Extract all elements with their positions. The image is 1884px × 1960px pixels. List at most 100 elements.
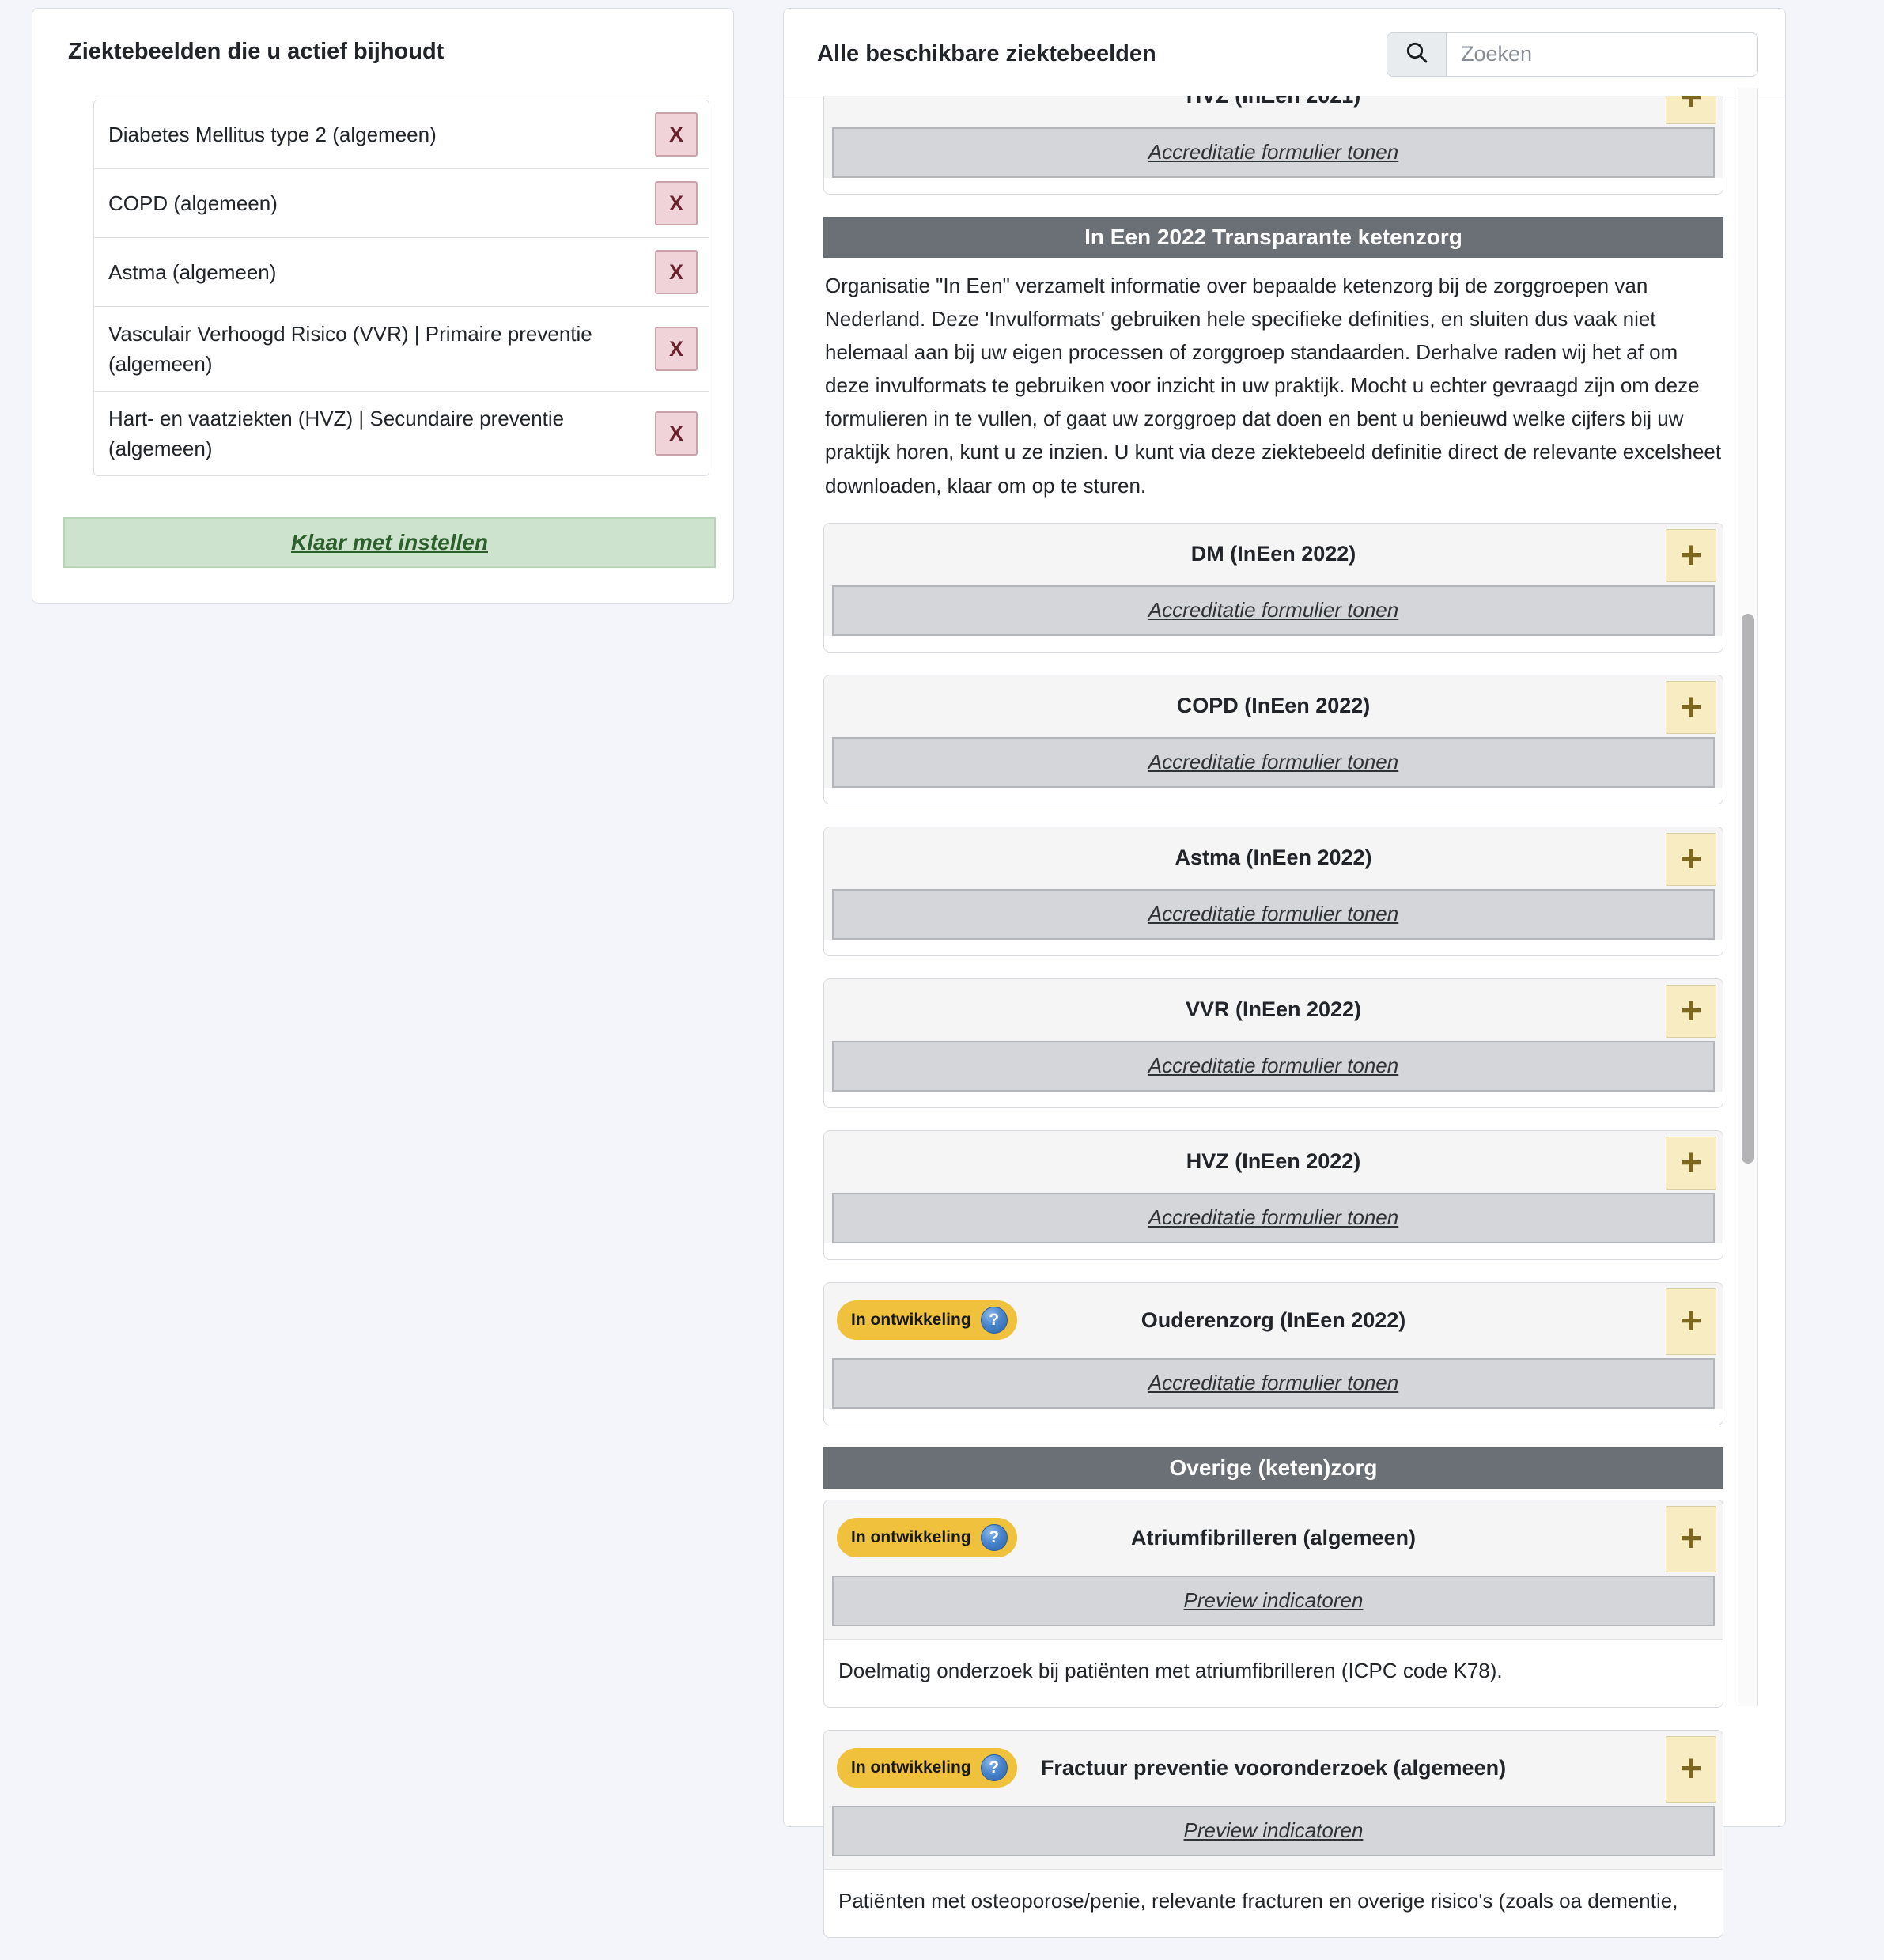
disease-card-description: Patiënten met osteoporose/penie, relevan… — [824, 1868, 1723, 1937]
active-diseases-panel: Ziektebeelden die u actief bijhoudt Diab… — [32, 8, 734, 604]
scrollbar[interactable] — [1738, 88, 1758, 1706]
card-top: DM (InEen 2022) + Accreditatie formulier… — [824, 523, 1723, 636]
add-disease-button[interactable]: + — [1666, 832, 1716, 886]
card-footer — [824, 1408, 1723, 1425]
active-disease-row: Hart- en vaatziekten (HVZ) | Secundaire … — [94, 392, 709, 475]
disease-card-description: Doelmatig onderzoek bij patiënten met at… — [824, 1638, 1723, 1707]
add-disease-button[interactable]: + — [1666, 1735, 1716, 1803]
card-footer — [824, 1091, 1723, 1107]
active-disease-label: Hart- en vaatziekten (HVZ) | Secundaire … — [108, 407, 565, 460]
card-top: HVZ (InEen 2022) + Accreditatie formulie… — [824, 1130, 1723, 1243]
search-icon — [1404, 40, 1429, 69]
active-disease-label: Astma (algemeen) — [108, 260, 277, 284]
available-diseases-header: Alle beschikbare ziektebeelden — [784, 9, 1785, 96]
card-header: HVZ (InEen 2021) + — [824, 96, 1723, 127]
disease-card-title: Atriumfibrilleren (algemeen) — [1130, 1525, 1417, 1549]
active-disease-row: Vasculair Verhoogd Risico (VVR) | Primai… — [94, 307, 709, 392]
active-disease-label: Vasculair Verhoogd Risico (VVR) | Primai… — [108, 322, 592, 376]
done-configuring-button[interactable]: Klaar met instellen — [63, 517, 716, 568]
help-icon[interactable]: ? — [980, 1307, 1008, 1334]
remove-item-button[interactable]: X — [655, 250, 698, 294]
disease-card-title: HVZ (InEen 2021) — [1186, 95, 1361, 108]
accreditation-form-link[interactable]: Accreditatie formulier tonen — [832, 1040, 1715, 1092]
help-icon[interactable]: ? — [980, 1524, 1008, 1552]
add-disease-button[interactable]: + — [1666, 1505, 1716, 1572]
disease-card: HVZ (InEen 2022) + Accreditatie formulie… — [823, 1129, 1723, 1260]
accreditation-form-link[interactable]: Accreditatie formulier tonen — [832, 1192, 1715, 1243]
card-top: COPD (InEen 2022) + Accreditatie formuli… — [824, 675, 1723, 788]
preview-indicators-link[interactable]: Preview indicatoren — [832, 1575, 1715, 1626]
accreditation-form-link[interactable]: Accreditatie formulier tonen — [832, 888, 1715, 940]
disease-card: COPD (InEen 2022) + Accreditatie formuli… — [823, 674, 1723, 804]
disease-card-title: COPD (InEen 2022) — [1176, 694, 1371, 718]
disease-card: Astma (InEen 2022) + Accreditatie formul… — [823, 826, 1723, 956]
card-header: In ontwikkeling ? Ouderenzorg (InEen 202… — [824, 1283, 1723, 1358]
in-development-badge: In ontwikkeling ? — [837, 1518, 1017, 1558]
card-header: In ontwikkeling ? Fractuur preventie voo… — [824, 1731, 1723, 1806]
card-footer — [824, 1243, 1723, 1259]
disease-card: DM (InEen 2022) + Accreditatie formulier… — [823, 522, 1723, 653]
disease-card-title: DM (InEen 2022) — [1190, 542, 1356, 566]
section-description: Organisatie "In Een" verzamelt informati… — [825, 273, 1722, 498]
card-footer — [824, 177, 1723, 194]
search-input[interactable] — [1447, 32, 1757, 76]
available-diseases-title: Alle beschikbare ziektebeelden — [817, 41, 1156, 67]
card-header: COPD (InEen 2022) + — [824, 675, 1723, 737]
done-configuring-label: Klaar met instellen — [291, 530, 488, 554]
add-disease-button[interactable]: + — [1666, 1288, 1716, 1355]
search-addon — [1387, 32, 1447, 76]
active-diseases-list: Diabetes Mellitus type 2 (algemeen) X CO… — [93, 100, 709, 476]
active-disease-label: COPD (algemeen) — [108, 191, 278, 215]
remove-item-button[interactable]: X — [655, 327, 698, 371]
in-development-badge: In ontwikkeling ? — [837, 1748, 1017, 1788]
card-top: In ontwikkeling ? Fractuur preventie voo… — [824, 1730, 1723, 1869]
add-disease-button[interactable]: + — [1666, 680, 1716, 734]
disease-card-title: Ouderenzorg (InEen 2022) — [1141, 1307, 1406, 1332]
disease-list-scroll-area: HVZ (InEen 2021) + Accreditatie formulie… — [784, 95, 1785, 1960]
card-footer — [824, 635, 1723, 652]
disease-card-title: HVZ (InEen 2022) — [1186, 1149, 1361, 1174]
card-top: Astma (InEen 2022) + Accreditatie formul… — [824, 827, 1723, 940]
active-disease-row: COPD (algemeen) X — [94, 169, 709, 238]
preview-indicators-link[interactable]: Preview indicatoren — [832, 1805, 1715, 1856]
card-header: In ontwikkeling ? Atriumfibrilleren (alg… — [824, 1500, 1723, 1576]
disease-card: In ontwikkeling ? Atriumfibrilleren (alg… — [823, 1499, 1723, 1708]
help-icon[interactable]: ? — [980, 1754, 1008, 1782]
remove-item-button[interactable]: X — [655, 411, 698, 456]
accreditation-form-link[interactable]: Accreditatie formulier tonen — [832, 1357, 1715, 1409]
accreditation-form-link[interactable]: Accreditatie formulier tonen — [832, 585, 1715, 636]
active-disease-label: Diabetes Mellitus type 2 (algemeen) — [108, 123, 437, 146]
disease-card-title: Fractuur preventie vooronderzoek (algeme… — [1040, 1755, 1507, 1780]
search-box — [1387, 32, 1758, 77]
section-header-overige: Overige (keten)zorg — [823, 1447, 1723, 1489]
remove-item-button[interactable]: X — [655, 181, 698, 225]
add-disease-button[interactable]: + — [1666, 984, 1716, 1038]
add-disease-button[interactable]: + — [1666, 96, 1716, 124]
add-disease-button[interactable]: + — [1666, 528, 1716, 582]
card-footer — [824, 787, 1723, 804]
card-top: In ontwikkeling ? Ouderenzorg (InEen 202… — [824, 1282, 1723, 1409]
disease-card: In ontwikkeling ? Fractuur preventie voo… — [823, 1729, 1723, 1938]
active-diseases-title: Ziektebeelden die u actief bijhoudt — [68, 39, 445, 64]
card-header: Astma (InEen 2022) + — [824, 827, 1723, 889]
card-top: In ontwikkeling ? Atriumfibrilleren (alg… — [824, 1500, 1723, 1639]
card-header: VVR (InEen 2022) + — [824, 979, 1723, 1041]
accreditation-form-link[interactable]: Accreditatie formulier tonen — [832, 736, 1715, 788]
scrollbar-thumb[interactable] — [1742, 614, 1754, 1164]
card-top: HVZ (InEen 2021) + Accreditatie formulie… — [824, 96, 1723, 178]
active-disease-row: Astma (algemeen) X — [94, 238, 709, 307]
available-diseases-panel: Alle beschikbare ziektebeelden HVZ (InEe… — [783, 8, 1786, 1938]
disease-card-title: VVR (InEen 2022) — [1185, 997, 1362, 1022]
card-top: VVR (InEen 2022) + Accreditatie formulie… — [824, 978, 1723, 1092]
card-header: HVZ (InEen 2022) + — [824, 1131, 1723, 1193]
accreditation-form-link[interactable]: Accreditatie formulier tonen — [832, 127, 1715, 178]
in-development-badge: In ontwikkeling ? — [837, 1300, 1017, 1341]
disease-card: VVR (InEen 2022) + Accreditatie formulie… — [823, 978, 1723, 1108]
disease-card: HVZ (InEen 2021) + Accreditatie formulie… — [823, 96, 1723, 195]
active-disease-row: Diabetes Mellitus type 2 (algemeen) X — [94, 100, 709, 169]
remove-item-button[interactable]: X — [655, 112, 698, 157]
section-header-ineen-2022: In Een 2022 Transparante ketenzorg — [823, 216, 1723, 258]
add-disease-button[interactable]: + — [1666, 1136, 1716, 1190]
disease-card-title: Astma (InEen 2022) — [1175, 846, 1372, 870]
card-header: DM (InEen 2022) + — [824, 524, 1723, 585]
